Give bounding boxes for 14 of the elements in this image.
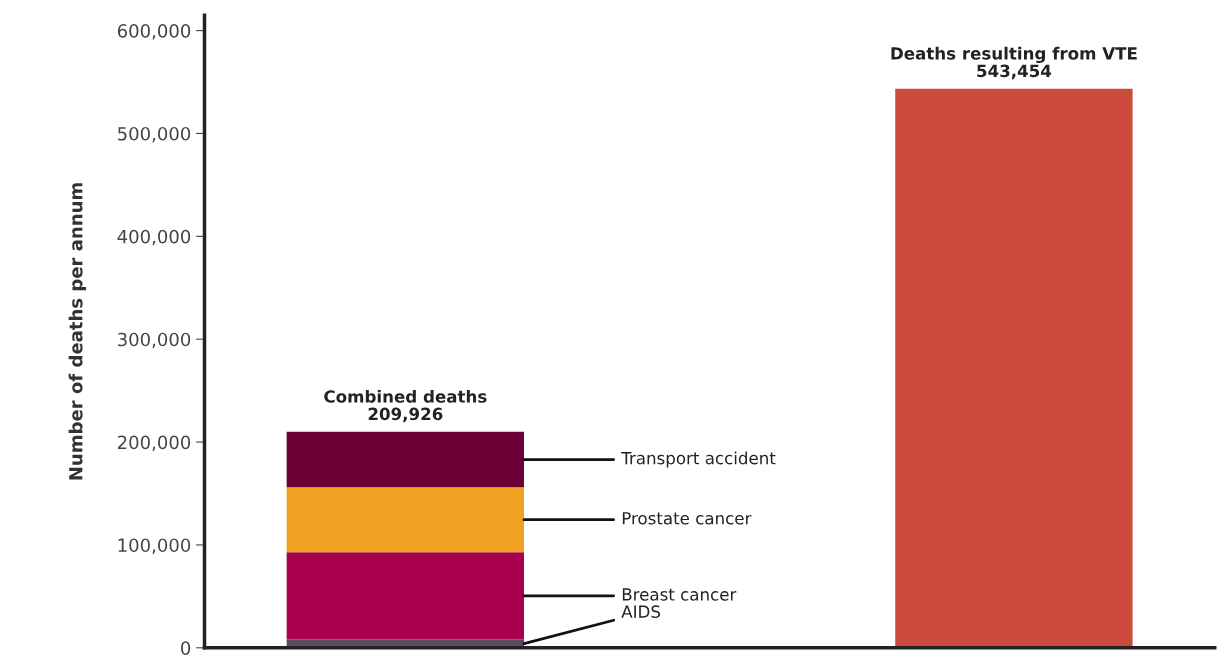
text: AIDS	[621, 605, 661, 618]
total-label: Combined deaths 209,926	[324, 389, 487, 423]
text: Breast cancer	[622, 588, 737, 601]
y-tick-label: 600,000	[117, 24, 191, 40]
text: Transport accident	[621, 451, 776, 468]
total-label: Deaths resulting from VTE 543,454	[891, 46, 1137, 80]
y-tick-label: 300,000	[118, 332, 191, 349]
text: Prostate cancer	[622, 512, 752, 525]
y-tick-label: 400,000	[117, 229, 191, 246]
y-tick-label: 100,000	[118, 538, 191, 554]
y-axis-title: Number of deaths per annum	[68, 183, 87, 480]
y-tick-label: 0	[181, 641, 191, 655]
y-tick-label: 500,000	[118, 126, 191, 143]
y-tick-label: 200,000	[117, 435, 191, 452]
